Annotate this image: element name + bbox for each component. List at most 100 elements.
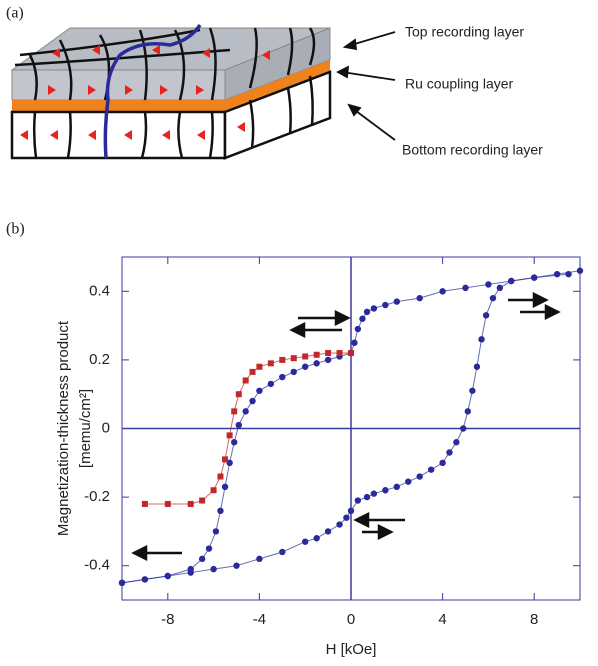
data-point <box>439 288 446 295</box>
y-tick-label: 0.2 <box>89 351 110 368</box>
data-point <box>462 284 469 292</box>
data-point <box>279 548 286 556</box>
layer-label: Bottom recording layer <box>402 142 543 158</box>
top-layer-front <box>11 69 226 101</box>
data-point <box>324 356 332 364</box>
data-point <box>242 377 249 384</box>
ru-layer <box>12 60 330 112</box>
data-point <box>576 267 584 274</box>
data-point <box>279 373 286 381</box>
y-tick-label: 0 <box>102 419 110 436</box>
layer-label: Ru coupling layer <box>405 76 514 92</box>
callout-arrows <box>336 31 396 141</box>
data-point <box>473 363 481 370</box>
layer-label: Top recording layer <box>405 24 524 40</box>
data-point <box>363 493 371 501</box>
data-point <box>256 387 263 394</box>
data-point <box>416 294 423 302</box>
data-point <box>325 350 332 357</box>
data-point <box>446 449 453 456</box>
data-point <box>553 270 561 278</box>
data-point <box>469 387 476 394</box>
data-point <box>249 397 256 405</box>
bottom-layer-side <box>223 70 332 160</box>
layer-diagram: Top recording layer Ru coupling layer Bo… <box>10 23 543 160</box>
y-tick-label: -0.4 <box>84 557 110 574</box>
y-tick-label: -0.2 <box>84 488 110 505</box>
data-point <box>359 315 366 322</box>
data-point <box>489 294 497 302</box>
data-point <box>187 569 194 576</box>
data-point <box>370 490 378 497</box>
data-point <box>313 351 320 358</box>
data-point <box>267 380 275 388</box>
data-point <box>249 368 256 375</box>
data-point <box>336 350 343 357</box>
data-point <box>382 301 389 309</box>
data-point <box>198 555 206 563</box>
data-point <box>405 478 412 485</box>
data-point <box>222 456 229 463</box>
data-point <box>460 425 467 432</box>
x-tick-label: -8 <box>161 611 174 628</box>
data-point <box>141 500 148 507</box>
data-point <box>478 336 485 343</box>
data-point <box>164 572 171 580</box>
sweep-arrows <box>131 291 561 562</box>
data-point <box>351 339 358 346</box>
bottom-layer-front <box>10 110 227 160</box>
data-point <box>233 562 240 569</box>
data-point <box>141 576 149 583</box>
grain-boundaries <box>14 27 316 159</box>
data-point <box>393 298 400 305</box>
y-axis-label: Magnetization-thickness product <box>55 320 72 536</box>
data-point <box>313 360 320 367</box>
data-point <box>256 363 263 370</box>
data-point <box>347 507 355 515</box>
data-point <box>343 514 350 521</box>
panel-label: (b) <box>6 221 25 238</box>
data-point <box>242 408 249 415</box>
data-point <box>290 355 297 362</box>
y-axis-label: [memu/cm²] <box>77 389 94 468</box>
data-point <box>235 391 242 398</box>
data-point <box>416 473 423 480</box>
data-point <box>226 432 233 439</box>
data-point <box>508 277 515 285</box>
grain-boundary-highlight <box>103 23 202 159</box>
data-point <box>279 356 286 363</box>
data-point <box>187 500 194 507</box>
data-point <box>164 500 171 507</box>
panel-label: (a) <box>6 5 24 22</box>
data-point <box>485 281 492 288</box>
data-point <box>217 473 224 480</box>
data-point <box>210 565 217 573</box>
data-point <box>217 507 224 515</box>
data-point <box>354 325 362 333</box>
data-point <box>205 545 213 552</box>
data-point <box>212 528 220 535</box>
data-point <box>290 368 297 376</box>
data-point <box>439 459 446 466</box>
data-point <box>256 555 263 563</box>
x-tick-label: 0 <box>347 611 355 628</box>
data-point <box>363 308 371 316</box>
data-point <box>427 466 435 473</box>
x-tick-label: -4 <box>253 611 266 628</box>
data-point <box>324 528 332 535</box>
data-point <box>199 497 206 504</box>
data-point <box>531 274 538 281</box>
data-point <box>370 305 378 312</box>
data-point <box>482 312 490 319</box>
data-point <box>231 408 238 415</box>
data-point <box>302 353 309 360</box>
data-point <box>348 350 354 357</box>
data-point <box>231 439 238 446</box>
x-tick-label: 4 <box>438 611 446 628</box>
data-point <box>221 483 229 491</box>
x-axis-label: H [kOe] <box>326 641 377 658</box>
data-point <box>464 408 471 415</box>
y-tick-label: 0.4 <box>89 282 110 299</box>
